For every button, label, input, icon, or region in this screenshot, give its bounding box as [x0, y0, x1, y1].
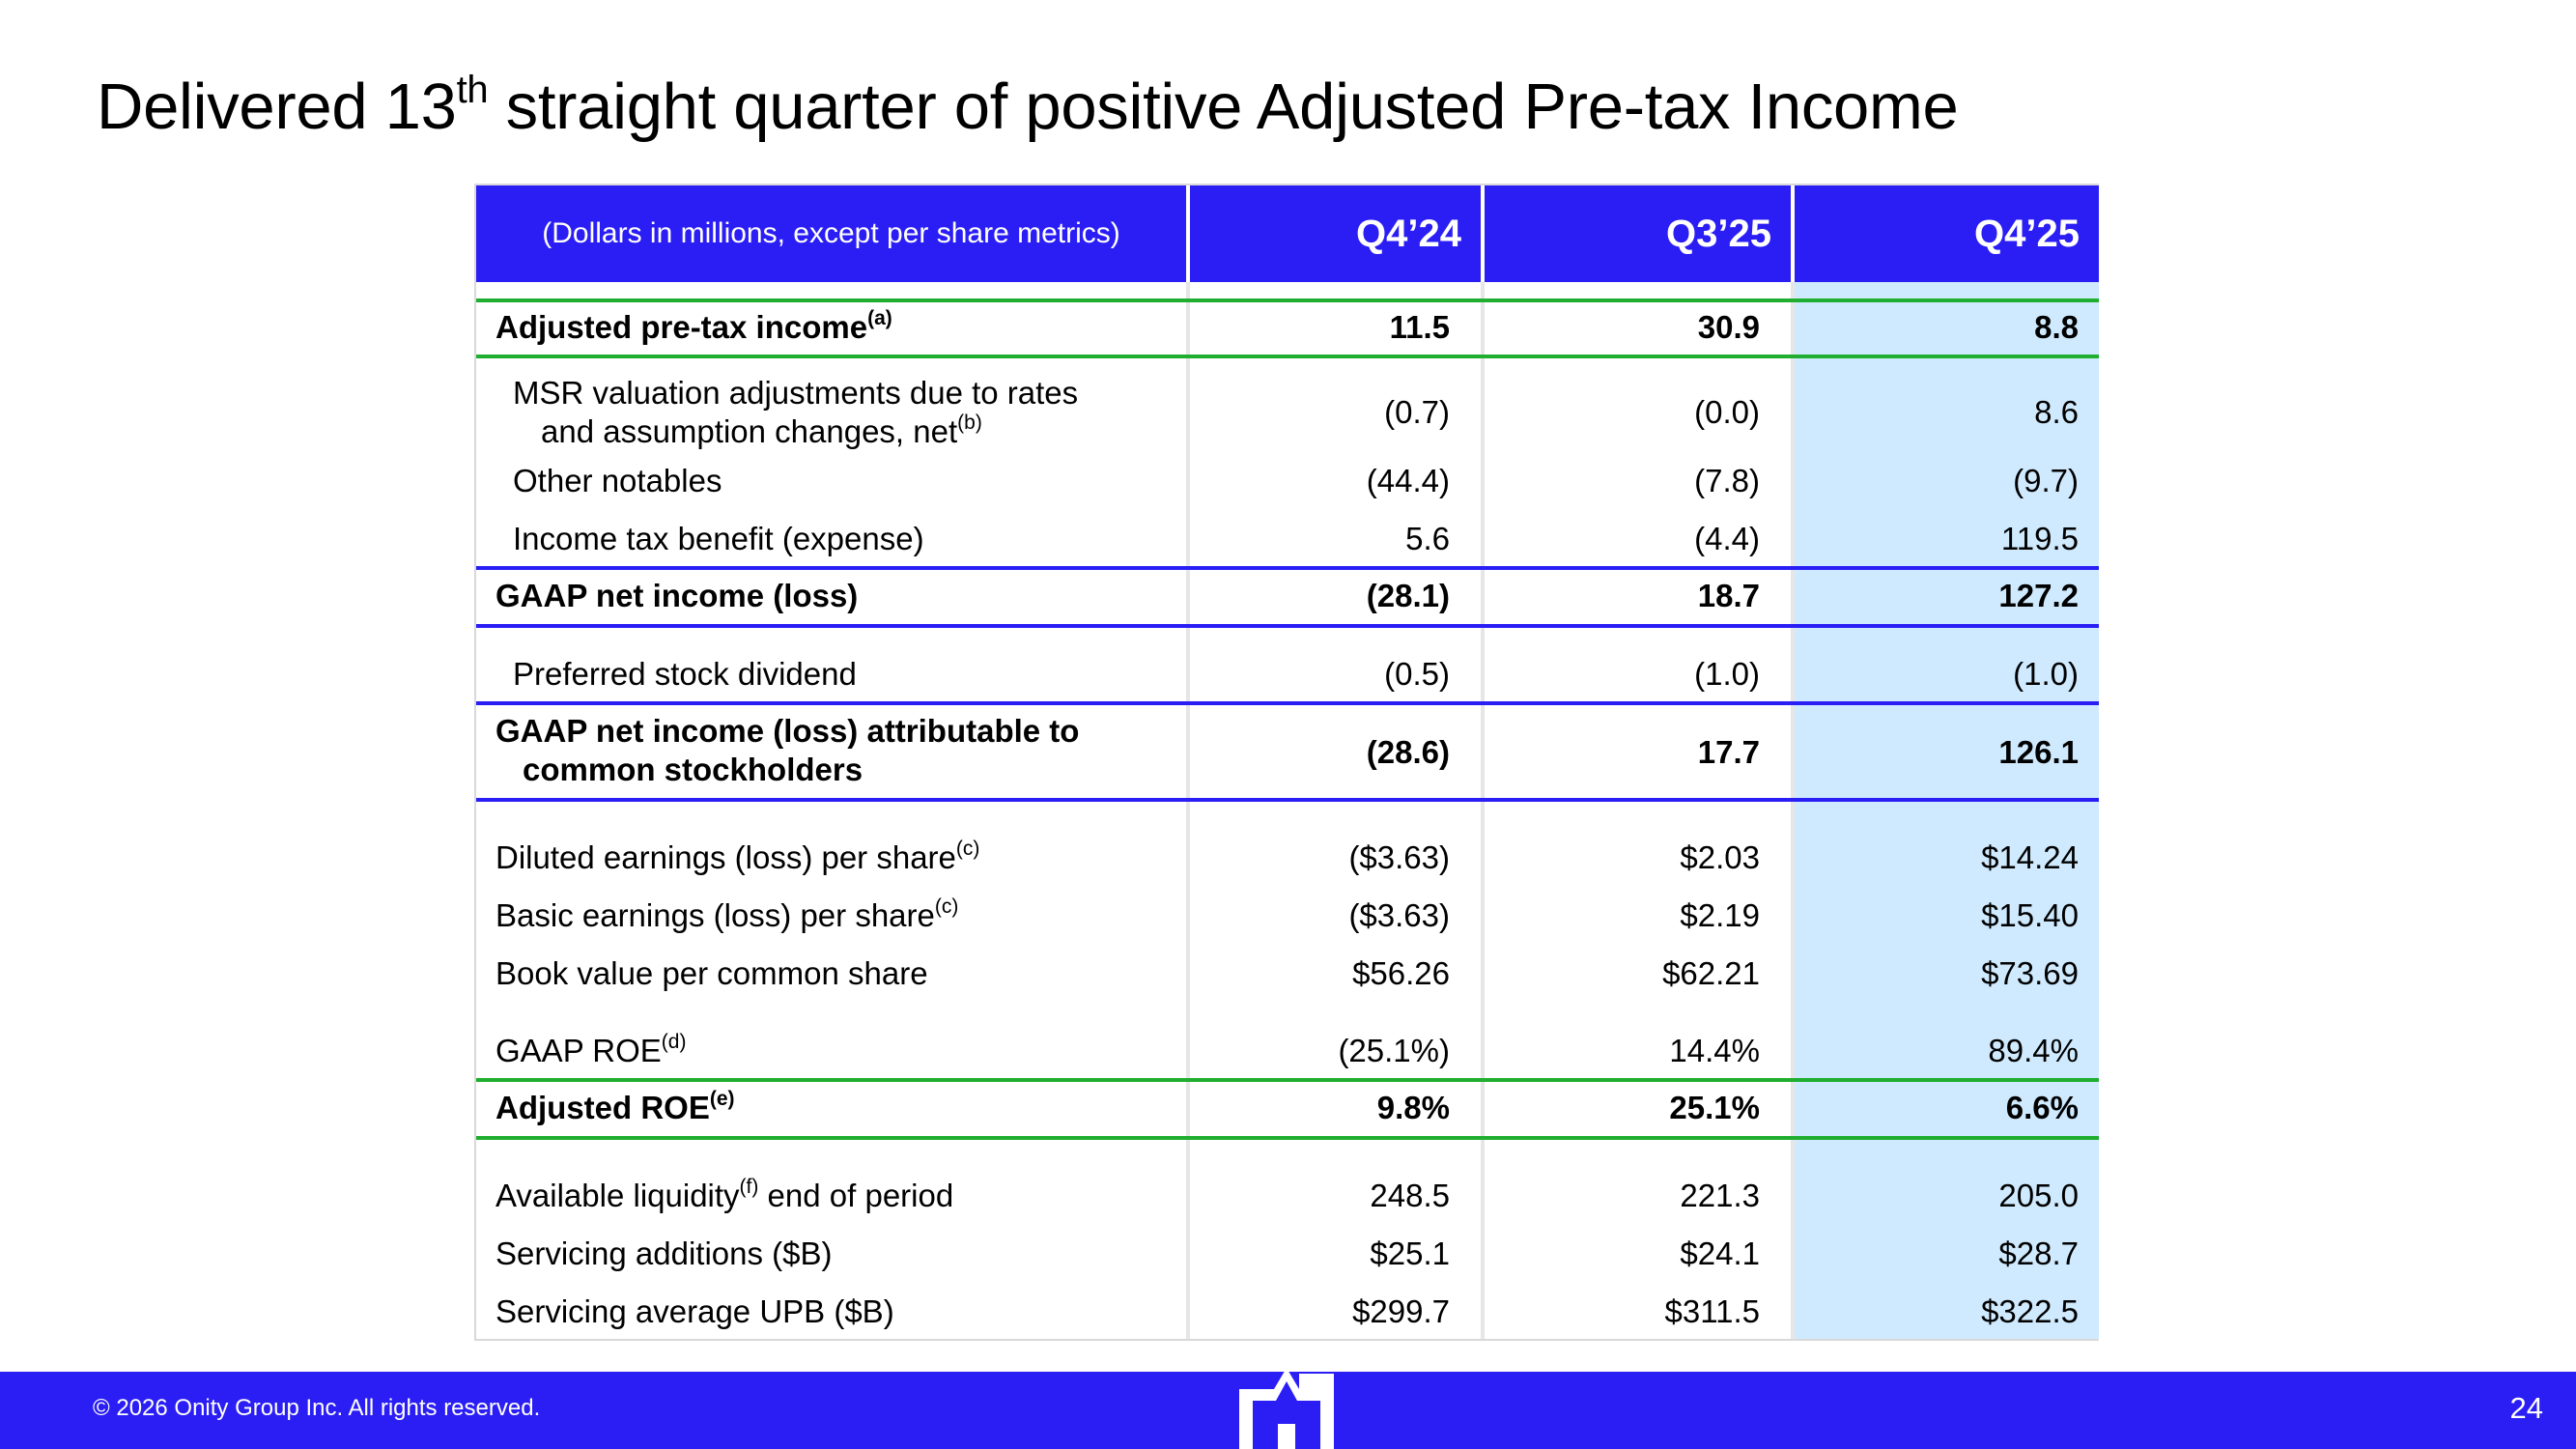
units-note: (Dollars in millions, except per share m…	[542, 217, 1120, 249]
column-header-q4-24: Q4’24	[1356, 212, 1461, 255]
column-header-q4-25: Q4’25	[1974, 212, 2080, 255]
page-number: 24	[2509, 1391, 2543, 1425]
highlight-column	[1791, 185, 2099, 1339]
rule	[476, 701, 2099, 705]
rule	[476, 1136, 2099, 1140]
table-header: (Dollars in millions, except per share m…	[476, 185, 2099, 282]
financial-summary-table: (Dollars in millions, except per share m…	[474, 184, 2099, 1341]
rule	[476, 1078, 2099, 1082]
column-header-q3-25: Q3’25	[1666, 212, 1771, 255]
rule	[476, 355, 2099, 358]
onity-logo-icon	[1239, 1368, 1334, 1449]
copyright-text: © 2026 Onity Group Inc. All rights reser…	[93, 1395, 541, 1421]
slide-title: Delivered 13th straight quarter of posit…	[97, 68, 1959, 143]
footer-bar: © 2026 Onity Group Inc. All rights reser…	[0, 1368, 2576, 1449]
rule	[476, 298, 2099, 302]
rule	[476, 624, 2099, 628]
rule	[476, 798, 2099, 802]
rule	[476, 566, 2099, 570]
